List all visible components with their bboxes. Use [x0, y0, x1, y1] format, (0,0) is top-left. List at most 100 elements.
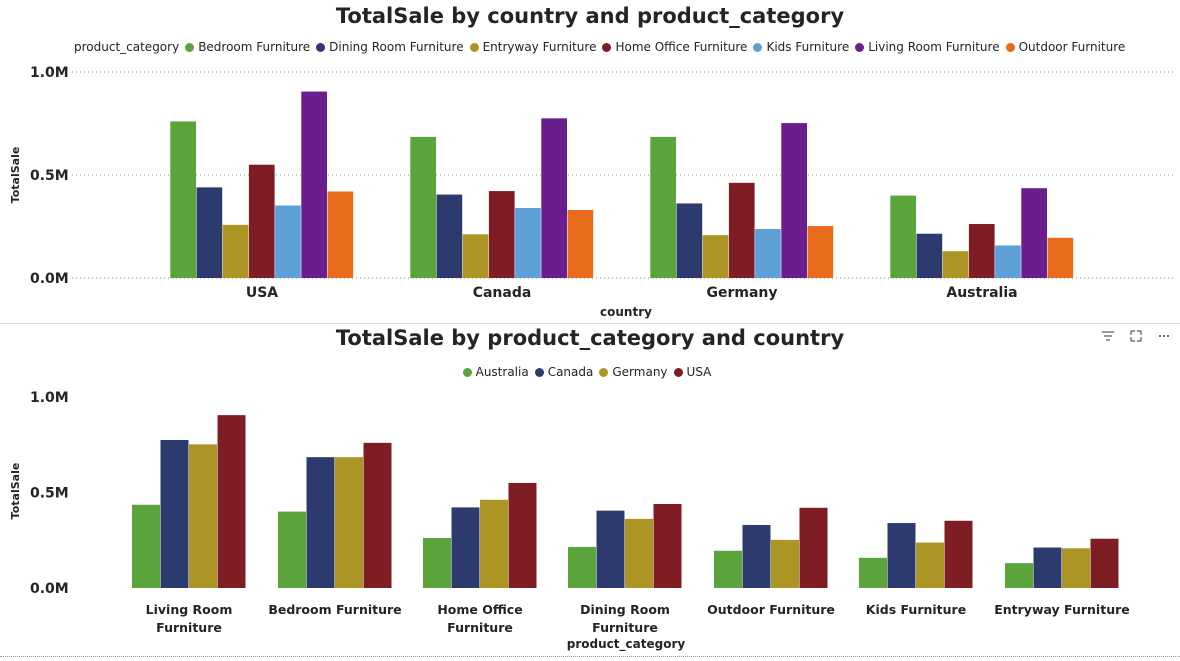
x-tick-label: Furniture	[592, 620, 658, 635]
bar-canada-entryway-furniture[interactable]	[462, 234, 489, 278]
bar-germany-outdoor-furniture[interactable]	[807, 226, 834, 278]
bar-germany-kids-furniture[interactable]	[755, 228, 781, 278]
bar-canada-living-room-furniture[interactable]	[541, 118, 567, 278]
y-tick-label: 1.0M	[30, 65, 69, 81]
top-chart-legend: product_category Bedroom Furniture Dining…	[0, 40, 1180, 54]
bar-germany-entryway-furniture[interactable]	[702, 235, 729, 278]
bottom-chart-title: TotalSale by product_category and countr…	[335, 326, 845, 350]
bar-kids-furniture-canada[interactable]	[887, 523, 916, 588]
y-axis-label: TotalSale	[9, 463, 22, 520]
bar-australia-outdoor-furniture[interactable]	[1047, 237, 1074, 278]
bar-canada-dining-room-furniture[interactable]	[436, 194, 463, 278]
legend-item-living-room-furniture[interactable]: Living Room Furniture	[855, 40, 1000, 54]
bar-usa-dining-room-furniture[interactable]	[196, 187, 223, 278]
bar-canada-bedroom-furniture[interactable]	[410, 136, 436, 278]
x-tick-label: Home Office	[437, 602, 522, 617]
bar-germany-living-room-furniture[interactable]	[781, 123, 807, 278]
bar-home-office-furniture-germany[interactable]	[480, 499, 508, 588]
more-options-icon[interactable]	[1156, 329, 1172, 345]
filter-icon[interactable]	[1100, 329, 1116, 345]
bar-australia-home-office-furniture[interactable]	[968, 224, 995, 278]
bar-australia-living-room-furniture[interactable]	[1021, 188, 1047, 278]
legend-label: Kids Furniture	[766, 40, 850, 54]
legend-label: USA	[686, 365, 712, 379]
visual-divider	[0, 323, 1180, 324]
bar-entryway-furniture-australia[interactable]	[1005, 563, 1033, 588]
legend-item-kids-furniture[interactable]: Kids Furniture	[753, 40, 849, 54]
bar-germany-dining-room-furniture[interactable]	[676, 203, 703, 278]
bar-usa-living-room-furniture[interactable]	[301, 91, 327, 278]
bar-kids-furniture-usa[interactable]	[944, 520, 973, 588]
bar-outdoor-furniture-germany[interactable]	[771, 539, 799, 588]
bar-kids-furniture-germany[interactable]	[916, 542, 944, 588]
bar-germany-home-office-furniture[interactable]	[728, 182, 755, 278]
x-tick-label: Bedroom Furniture	[268, 602, 401, 617]
x-tick-label: Canada	[473, 285, 532, 301]
legend-label: Living Room Furniture	[868, 40, 1000, 54]
bar-bedroom-furniture-canada[interactable]	[306, 457, 335, 588]
x-tick-label: Australia	[946, 285, 1017, 301]
bar-home-office-furniture-australia[interactable]	[423, 537, 451, 588]
legend-item-home-office-furniture[interactable]: Home Office Furniture	[602, 40, 747, 54]
bar-usa-home-office-furniture[interactable]	[248, 164, 275, 278]
legend-marker	[599, 367, 609, 377]
bar-usa-outdoor-furniture[interactable]	[327, 191, 354, 278]
bar-entryway-furniture-usa[interactable]	[1090, 538, 1119, 588]
bar-germany-bedroom-furniture[interactable]	[650, 136, 676, 278]
legend-item-bedroom-furniture[interactable]: Bedroom Furniture	[185, 40, 310, 54]
legend-label: Germany	[612, 365, 668, 379]
bar-dining-room-furniture-canada[interactable]	[596, 510, 625, 588]
legend-item-australia[interactable]: Australia	[462, 365, 529, 379]
bar-kids-furniture-australia[interactable]	[859, 557, 887, 588]
bar-outdoor-furniture-usa[interactable]	[799, 507, 828, 588]
legend-item-outdoor-furniture[interactable]: Outdoor Furniture	[1005, 40, 1125, 54]
legend-item-germany[interactable]: Germany	[599, 365, 668, 379]
bar-home-office-furniture-canada[interactable]	[451, 507, 480, 588]
legend-marker	[1005, 42, 1015, 52]
bar-australia-dining-room-furniture[interactable]	[916, 233, 943, 278]
bar-bedroom-furniture-germany[interactable]	[335, 457, 363, 588]
bar-outdoor-furniture-australia[interactable]	[714, 550, 742, 588]
bar-canada-kids-furniture[interactable]	[515, 207, 541, 278]
bar-outdoor-furniture-canada[interactable]	[742, 524, 771, 588]
legend-item-usa[interactable]: USA	[673, 365, 712, 379]
bar-bedroom-furniture-usa[interactable]	[363, 442, 392, 588]
legend-label: Entryway Furniture	[482, 40, 597, 54]
bottom-chart-visual[interactable]: TotalSale by product_category and countr…	[0, 325, 1180, 658]
bar-entryway-furniture-germany[interactable]	[1062, 548, 1090, 588]
bar-dining-room-furniture-australia[interactable]	[568, 546, 596, 588]
bar-entryway-furniture-canada[interactable]	[1033, 547, 1062, 588]
visual-header-icons	[1100, 329, 1172, 345]
y-tick-label: 0.5M	[30, 486, 69, 502]
legend-item-entryway-furniture[interactable]: Entryway Furniture	[469, 40, 597, 54]
top-chart-visual[interactable]: TotalSale by country and product_categor…	[0, 0, 1180, 322]
x-tick-label: Entryway Furniture	[994, 602, 1130, 617]
bar-home-office-furniture-usa[interactable]	[508, 482, 537, 588]
bar-living-room-furniture-canada[interactable]	[160, 439, 189, 588]
legend-label: Home Office Furniture	[615, 40, 748, 54]
y-tick-label: 1.0M	[30, 390, 69, 406]
legend-marker	[469, 42, 479, 52]
bar-canada-outdoor-furniture[interactable]	[567, 210, 594, 278]
legend-marker	[185, 42, 195, 52]
focus-mode-icon[interactable]	[1128, 329, 1144, 345]
legend-item-canada[interactable]: Canada	[534, 365, 593, 379]
x-tick-label: USA	[246, 285, 278, 301]
bar-bedroom-furniture-australia[interactable]	[278, 511, 306, 588]
legend-item-dining-room-furniture[interactable]: Dining Room Furniture	[316, 40, 464, 54]
bar-living-room-furniture-australia[interactable]	[132, 504, 160, 588]
y-tick-label: 0.0M	[30, 581, 69, 597]
bar-usa-bedroom-furniture[interactable]	[170, 121, 196, 278]
bar-canada-home-office-furniture[interactable]	[488, 191, 515, 278]
bar-australia-entryway-furniture[interactable]	[942, 251, 969, 278]
bar-dining-room-furniture-usa[interactable]	[653, 503, 682, 588]
x-axis-label: product_category	[567, 637, 686, 652]
legend-title: product_category	[74, 40, 180, 54]
bar-living-room-furniture-usa[interactable]	[217, 415, 246, 588]
bar-usa-kids-furniture[interactable]	[275, 205, 301, 278]
bar-usa-entryway-furniture[interactable]	[222, 224, 249, 278]
bar-living-room-furniture-germany[interactable]	[189, 444, 217, 588]
bar-australia-bedroom-furniture[interactable]	[890, 195, 916, 278]
bar-australia-kids-furniture[interactable]	[995, 245, 1021, 278]
bar-dining-room-furniture-germany[interactable]	[625, 518, 653, 588]
